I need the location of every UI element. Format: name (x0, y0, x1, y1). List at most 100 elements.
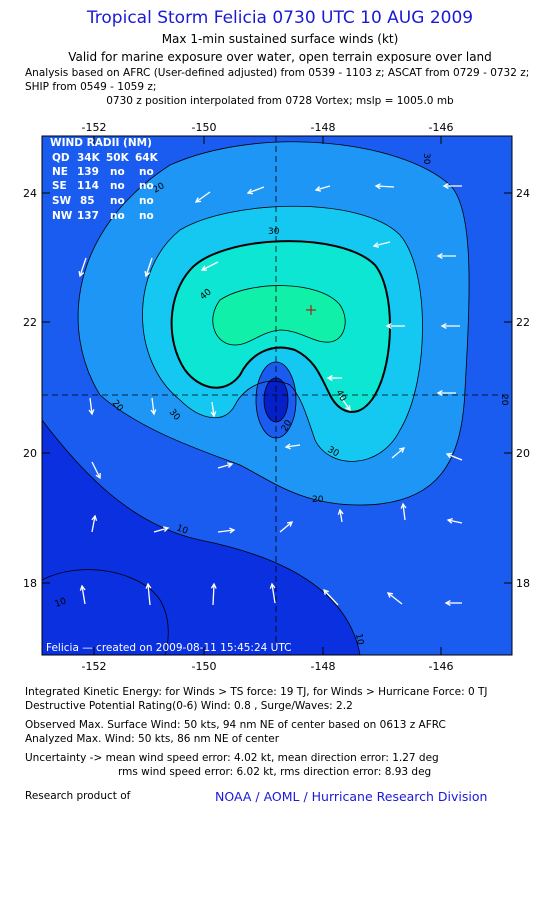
axis-ticks (42, 136, 512, 655)
dpr-line: Destructive Potential Rating(0-6) Wind: … (25, 700, 353, 712)
wind-vector (284, 443, 301, 450)
wind-vector (91, 514, 98, 533)
lat-tick-label: 18 (23, 577, 37, 590)
wind-vector (217, 462, 234, 469)
wind-vector (372, 241, 391, 248)
wind-radii-quadrant: SW (52, 195, 72, 207)
lat-tick-label: 20 (23, 447, 37, 460)
lat-tick-label: 22 (516, 316, 530, 329)
wind-vector (79, 584, 86, 605)
contour-label: 20 (312, 495, 324, 505)
wind-radii-quadrant: NW (52, 210, 73, 222)
uncertainty-rms: rms wind speed error: 6.02 kt, rms direc… (118, 766, 432, 778)
wind-vector (150, 397, 157, 416)
lon-labels: -152 -150 -148 -146 -152 -150 -148 -146 (82, 121, 454, 673)
max-wind-marker (306, 305, 316, 315)
wind-vector (314, 185, 331, 192)
wind-radii-value: no (139, 166, 154, 178)
wind-vector (78, 257, 87, 278)
wind-vector (339, 395, 351, 412)
wind-radii-value: 139 (77, 166, 99, 178)
analysis-sources: Analysis based on AFRC (User-defined adj… (25, 67, 530, 79)
position-note: 0730 z position interpolated from 0728 V… (106, 95, 454, 107)
wind-vector (194, 191, 211, 203)
lon-tick-label: -152 (82, 121, 107, 134)
wind-vector (91, 461, 101, 480)
uncertainty-mean: Uncertainty -> mean wind speed error: 4.… (25, 752, 439, 764)
map-frame (41, 135, 513, 656)
lat-tick-label: 20 (516, 447, 530, 460)
wind-vector (444, 600, 462, 606)
wind-vector (246, 186, 265, 195)
contour-label: 30 (268, 227, 280, 237)
wind-vector (217, 527, 236, 534)
lon-tick-label: -146 (429, 660, 454, 673)
contour-label: 10 (353, 633, 365, 646)
lon-tick-label: -146 (429, 121, 454, 134)
wind-radii-value: 85 (80, 195, 95, 207)
wind-radii-title: WIND RADII (NM) (50, 137, 152, 149)
contour-label: 10 (175, 523, 189, 536)
lat-tick-label: 24 (23, 187, 37, 200)
wind-radii-table: WIND RADII (NM) QD 34K 50K 64K NE 139 no… (50, 137, 159, 222)
lon-tick-label: -152 (82, 660, 107, 673)
wind-vector (88, 397, 95, 416)
wind-vector (374, 183, 395, 190)
contour-label: 20 (499, 394, 509, 406)
wind-radii-value: no (110, 210, 125, 222)
wind-vector (153, 526, 170, 533)
wind-radii-header: QD (52, 152, 70, 164)
wind-vector (442, 183, 462, 189)
wind-radii-quadrant: SE (52, 180, 67, 192)
wind-radii-quadrant: NE (52, 166, 68, 178)
wind-vector (144, 257, 153, 278)
wind-vector (400, 502, 407, 521)
contour-label: 30 (421, 153, 431, 165)
validity-note: Valid for marine exposure over water, op… (68, 50, 492, 64)
lat-tick-label: 24 (516, 187, 530, 200)
lon-tick-label: -148 (311, 121, 336, 134)
wind-radii-header: 64K (135, 152, 159, 164)
analyzed-max-wind: Analyzed Max. Wind: 50 kts, 86 nm NE of … (25, 733, 280, 745)
ike-line: Integrated Kinetic Energy: for Winds > T… (25, 686, 488, 698)
wind-radii-value: no (110, 166, 125, 178)
wind-vector (436, 390, 456, 396)
wind-radii-header: 34K (77, 152, 101, 164)
wind-vector (445, 452, 463, 461)
creation-caption: Felicia — created on 2009-08-11 15:45:24… (46, 642, 291, 654)
wind-vector (279, 521, 294, 533)
wind-contours: 20 30 40 40 30 20 20 30 20 10 10 30 20 1… (42, 136, 512, 655)
center-crosshair (42, 136, 512, 655)
wind-vector (326, 375, 342, 381)
lon-tick-label: -148 (311, 660, 336, 673)
contour-label: 10 (54, 596, 68, 609)
lon-tick-label: -150 (192, 660, 217, 673)
wind-vector (210, 401, 217, 418)
wind-vector (323, 589, 339, 606)
lon-tick-label: -150 (192, 121, 217, 134)
wind-vector (440, 323, 460, 329)
lat-labels: 24 22 20 18 24 22 20 18 (23, 187, 530, 590)
map-title: Tropical Storm Felicia 0730 UTC 10 AUG 2… (86, 8, 474, 28)
lat-tick-label: 18 (516, 577, 530, 590)
wind-vector (269, 582, 276, 604)
wind-vector (210, 582, 217, 606)
wind-vector (337, 508, 344, 523)
wind-field-map: 20 30 40 40 30 20 20 30 20 10 10 30 20 1… (23, 121, 530, 673)
wind-vector (391, 447, 406, 459)
analysis-sources-2: SHIP from 0549 - 1059 z; (25, 81, 157, 93)
wind-radii-value: no (139, 195, 154, 207)
wind-radii-value: no (110, 195, 125, 207)
wind-radii-value: no (139, 180, 154, 192)
research-label: Research product of (25, 790, 131, 802)
wind-vectors (78, 183, 463, 606)
wind-radii-value: no (110, 180, 125, 192)
wind-radii-header: 50K (106, 152, 130, 164)
wind-vector (145, 582, 152, 606)
wind-vector (385, 323, 405, 329)
contour-fill-45 (212, 285, 346, 345)
wind-radii-value: no (139, 210, 154, 222)
wind-vector (446, 517, 463, 524)
wind-vector (386, 592, 403, 605)
hrd-link[interactable]: NOAA / AOML / Hurricane Research Divisio… (215, 789, 488, 804)
